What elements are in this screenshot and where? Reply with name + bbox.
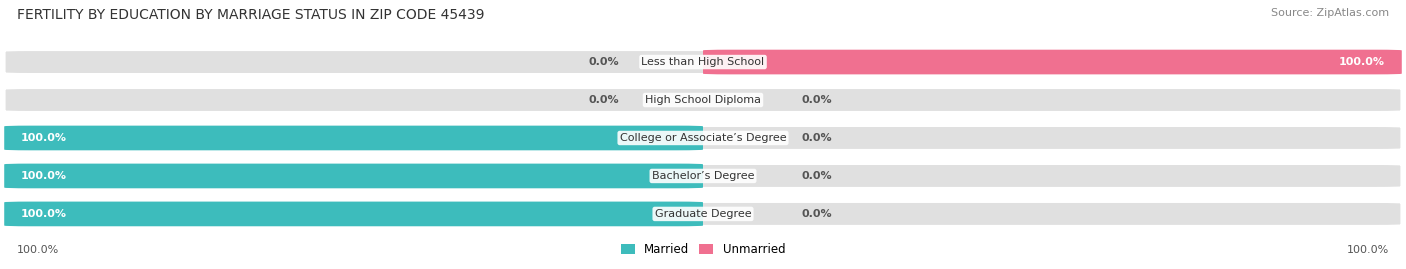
Text: 100.0%: 100.0%: [1347, 245, 1389, 255]
Text: 100.0%: 100.0%: [21, 171, 67, 181]
Text: 0.0%: 0.0%: [588, 95, 619, 105]
Text: 0.0%: 0.0%: [801, 95, 832, 105]
FancyBboxPatch shape: [4, 164, 1402, 188]
FancyBboxPatch shape: [4, 201, 703, 226]
Text: 100.0%: 100.0%: [21, 209, 67, 219]
FancyBboxPatch shape: [4, 126, 703, 150]
Text: College or Associate’s Degree: College or Associate’s Degree: [620, 133, 786, 143]
Text: High School Diploma: High School Diploma: [645, 95, 761, 105]
Text: 0.0%: 0.0%: [801, 171, 832, 181]
FancyBboxPatch shape: [4, 126, 1402, 150]
FancyBboxPatch shape: [703, 50, 1402, 74]
Text: Less than High School: Less than High School: [641, 57, 765, 67]
Text: 100.0%: 100.0%: [21, 133, 67, 143]
Text: Graduate Degree: Graduate Degree: [655, 209, 751, 219]
Text: 0.0%: 0.0%: [801, 209, 832, 219]
FancyBboxPatch shape: [4, 50, 1402, 74]
Legend: Married, Unmarried: Married, Unmarried: [616, 238, 790, 260]
Text: 0.0%: 0.0%: [588, 57, 619, 67]
Text: 0.0%: 0.0%: [801, 133, 832, 143]
Text: Source: ZipAtlas.com: Source: ZipAtlas.com: [1271, 8, 1389, 18]
Text: FERTILITY BY EDUCATION BY MARRIAGE STATUS IN ZIP CODE 45439: FERTILITY BY EDUCATION BY MARRIAGE STATU…: [17, 8, 485, 22]
FancyBboxPatch shape: [4, 88, 1402, 112]
FancyBboxPatch shape: [4, 164, 703, 188]
Text: 100.0%: 100.0%: [17, 245, 59, 255]
FancyBboxPatch shape: [4, 201, 1402, 226]
Text: 100.0%: 100.0%: [1339, 57, 1385, 67]
Text: Bachelor’s Degree: Bachelor’s Degree: [652, 171, 754, 181]
